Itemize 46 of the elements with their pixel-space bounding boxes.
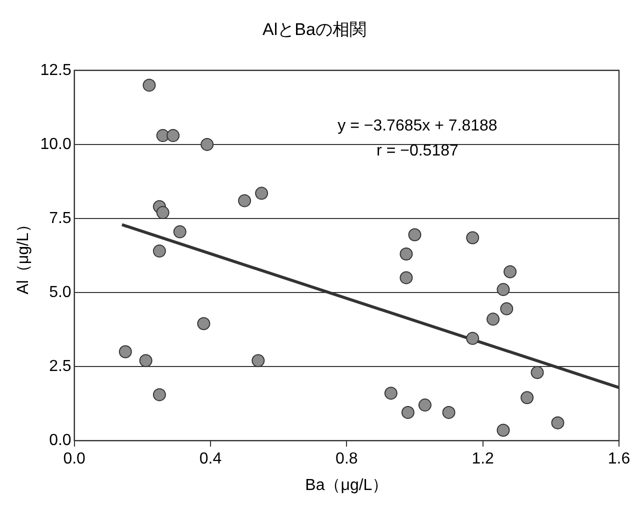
- point: [466, 332, 480, 345]
- y-tick-label: 10.0: [40, 136, 72, 153]
- point: [255, 186, 268, 200]
- point: [486, 312, 500, 326]
- point: [551, 416, 564, 430]
- point: [401, 406, 414, 419]
- annotation: y = −3.7685x + 7.8188: [338, 117, 498, 134]
- point: [152, 388, 166, 402]
- point: [197, 317, 210, 330]
- point: [496, 424, 510, 437]
- point: [173, 225, 186, 238]
- point: [442, 406, 456, 419]
- point: [384, 386, 398, 400]
- x-tick-label: 0.0: [63, 450, 86, 468]
- point: [139, 354, 152, 368]
- point: [400, 248, 413, 261]
- x-axis-title: Ba（μg/L）: [305, 476, 388, 494]
- x-tick-label: 0.8: [336, 450, 358, 468]
- point: [418, 398, 432, 412]
- x-tick-label: 0.4: [199, 450, 222, 468]
- y-tick-label: 2.5: [49, 358, 72, 375]
- point: [142, 78, 156, 92]
- point: [166, 129, 180, 142]
- annotation: r = −0.5187: [376, 142, 458, 160]
- point: [152, 244, 166, 258]
- point: [504, 265, 517, 278]
- point: [238, 194, 252, 208]
- x-tick-label: 1.6: [608, 450, 630, 468]
- point: [118, 345, 132, 358]
- y-axis-title: Al（μg/L）: [15, 216, 32, 294]
- y-tick-label: 7.5: [49, 210, 72, 227]
- point: [500, 302, 514, 316]
- point: [400, 271, 413, 284]
- point: [520, 391, 534, 404]
- point: [466, 231, 480, 244]
- chart-title: AlとBaの相関: [262, 20, 366, 39]
- point: [530, 366, 544, 379]
- point: [408, 228, 422, 242]
- point: [252, 354, 265, 368]
- point: [496, 283, 510, 296]
- y-tick-label: 5.0: [49, 284, 72, 301]
- x-tick-label: 1.2: [472, 450, 494, 468]
- y-tick-label: 12.5: [40, 62, 72, 79]
- point: [156, 206, 170, 220]
- y-tick-label: 0.0: [49, 432, 72, 450]
- point: [200, 138, 214, 151]
